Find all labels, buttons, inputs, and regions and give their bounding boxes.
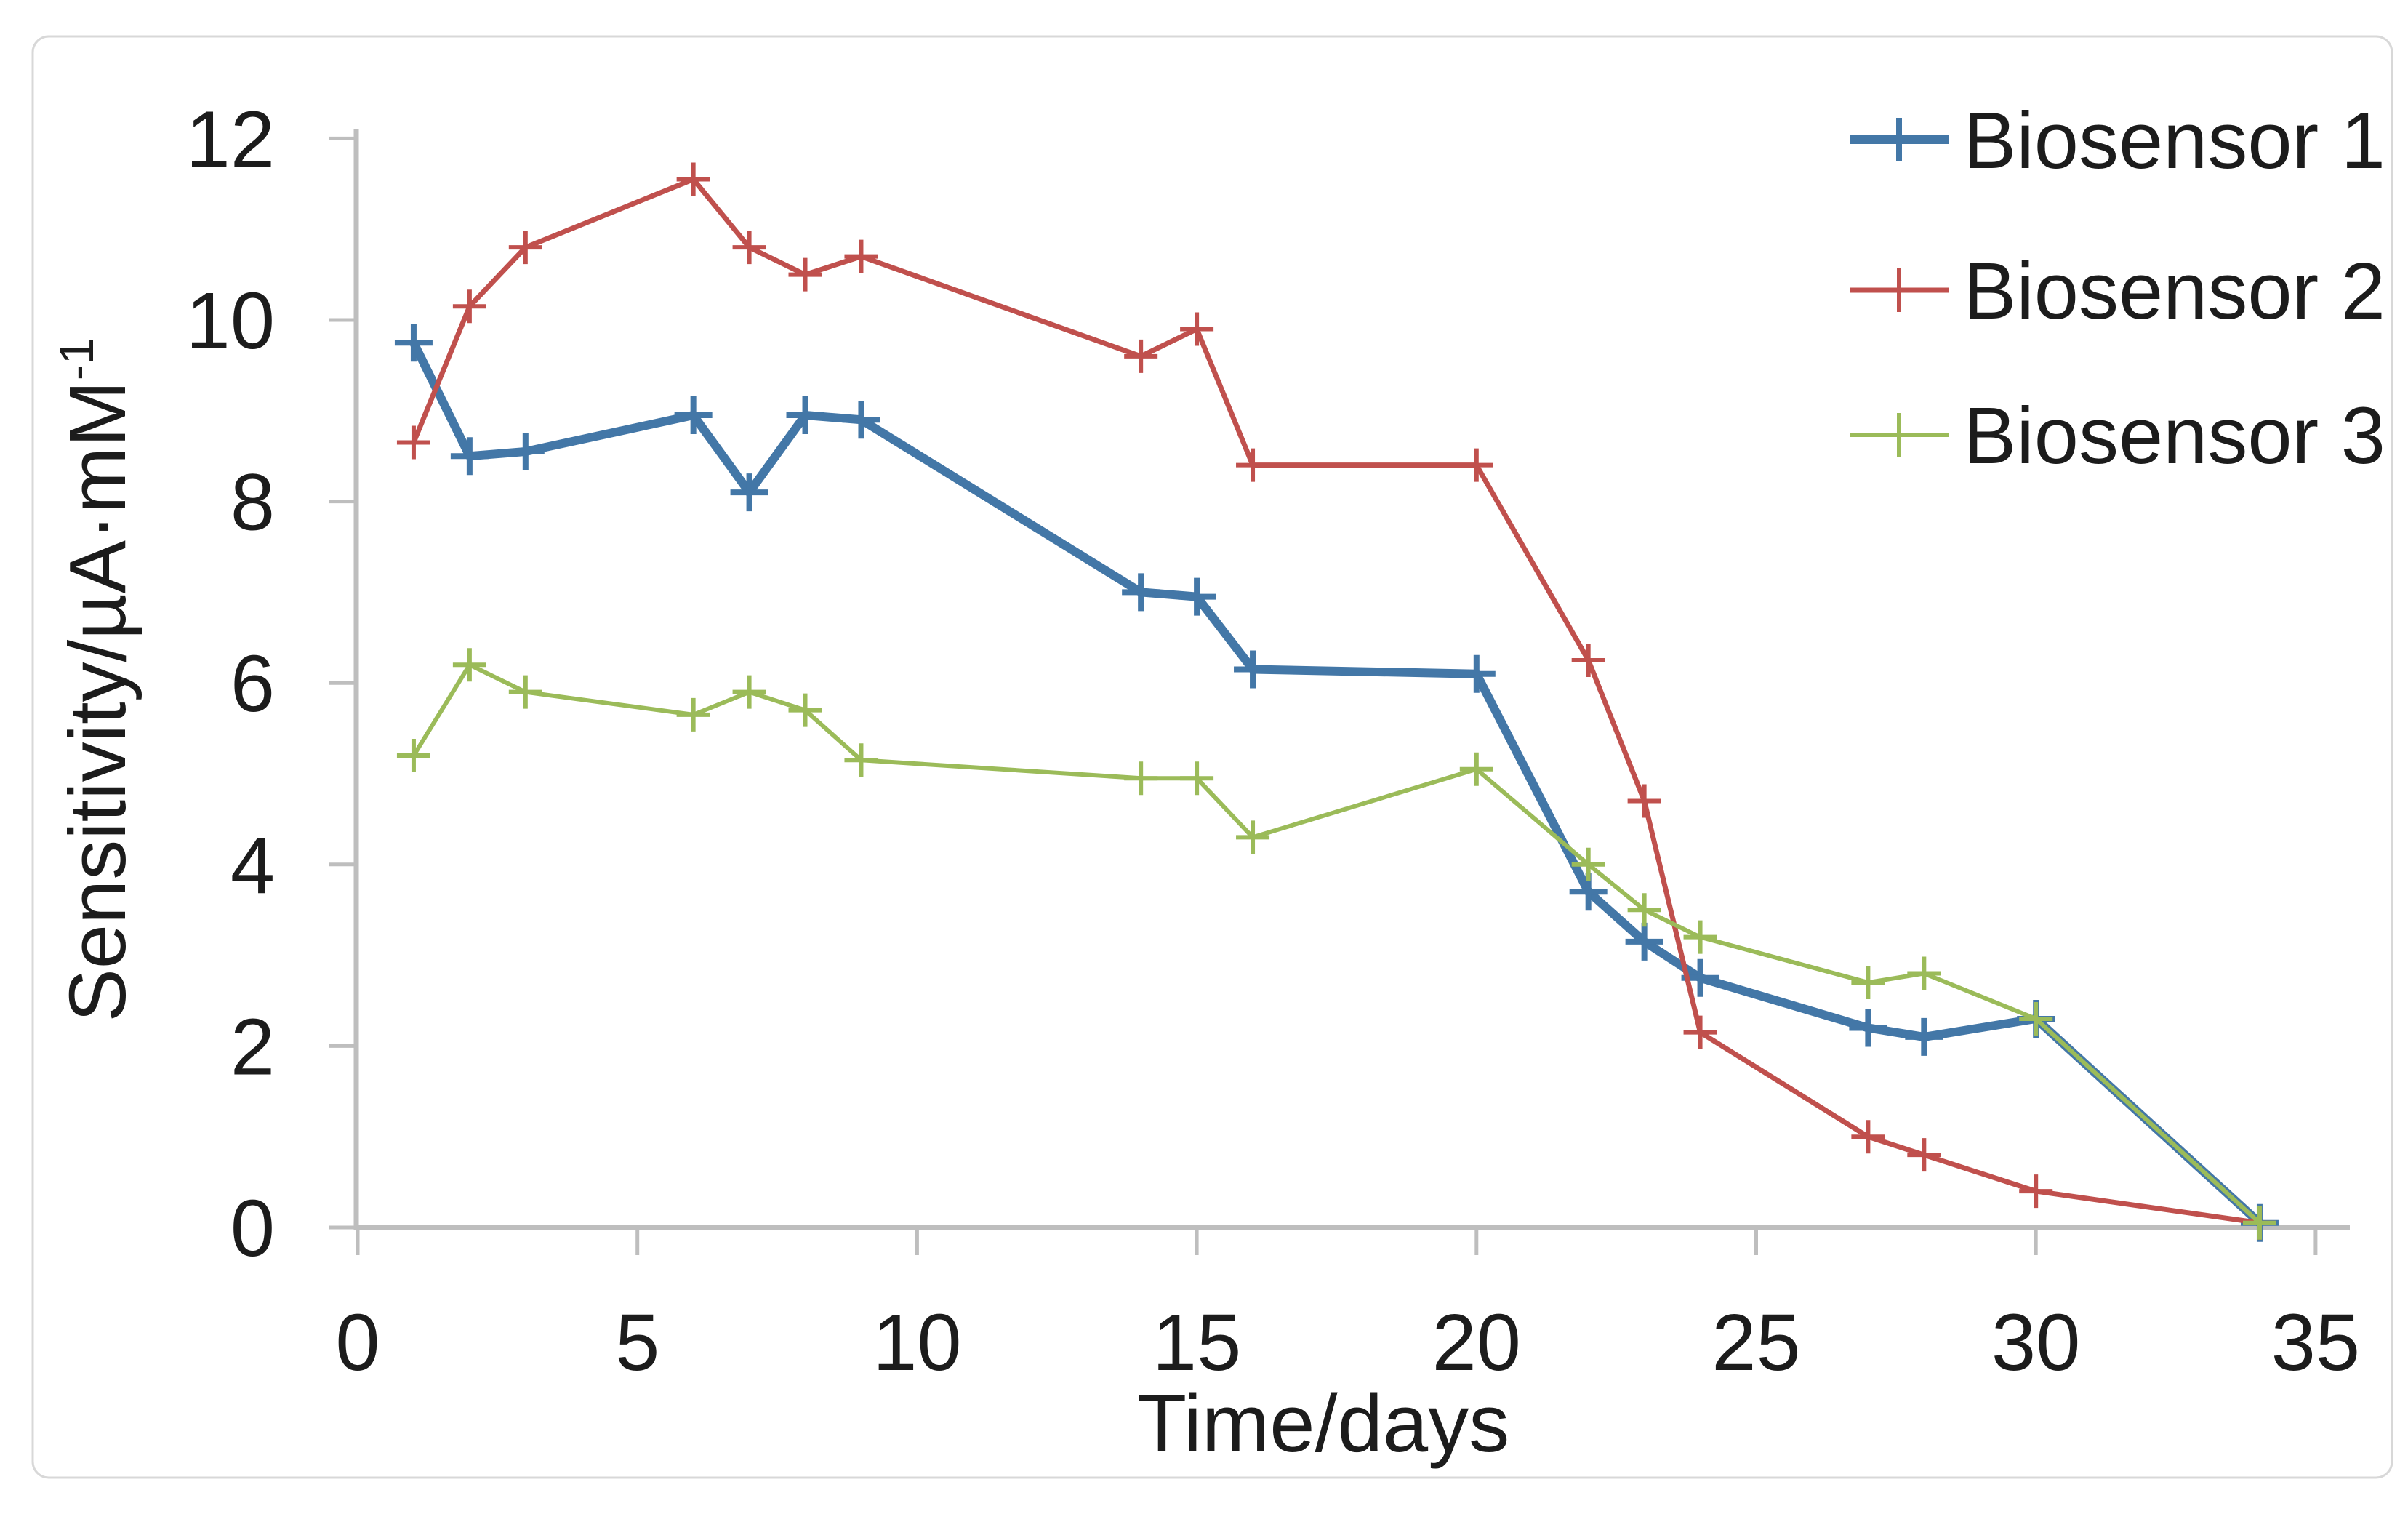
x-tick-label: 10: [872, 1298, 961, 1387]
plus-markers-biosensor-2: [396, 162, 2276, 1240]
x-axis-ticks: 0 5 10 15 20 25 30 35: [335, 1227, 2360, 1387]
legend: Biosensor 1 Biosensor 2 Biosensor 3: [1850, 96, 2385, 481]
series-biosensor-3: [396, 648, 2276, 1240]
y-tick-label: 10: [186, 276, 275, 366]
x-tick-label: 35: [2271, 1298, 2360, 1387]
y-axis-title-superscript: -1: [49, 337, 103, 380]
x-tick-label: 30: [1991, 1298, 2080, 1387]
plus-markers-biosensor-3: [396, 648, 2276, 1240]
y-tick-label: 8: [230, 458, 275, 548]
legend-label-biosensor-3: Biosensor 3: [1963, 391, 2385, 481]
x-axis-title: Time/days: [1137, 1378, 1509, 1469]
y-tick-label: 0: [230, 1184, 275, 1273]
y-axis-title-base: Sensitivity/µA·mM: [53, 380, 143, 1022]
y-axis-ticks: 0 2 4 6 8 10 12: [186, 95, 356, 1273]
x-tick-label: 5: [615, 1298, 659, 1387]
legend-item-biosensor-1: Biosensor 1: [1850, 96, 2385, 185]
y-tick-label: 2: [230, 1002, 275, 1092]
x-tick-label: 20: [1432, 1298, 1521, 1387]
series-line-biosensor-3: [412, 662, 2261, 1225]
y-tick-label: 4: [230, 821, 275, 910]
x-tick-label: 25: [1711, 1298, 1800, 1387]
series-line-biosensor-2: [411, 177, 2260, 1226]
legend-item-biosensor-3: Biosensor 3: [1850, 391, 2385, 481]
y-tick-label: 6: [230, 639, 275, 729]
x-tick-label: 0: [335, 1298, 380, 1387]
series-biosensor-2: [396, 162, 2276, 1240]
chart-border: [31, 35, 2393, 1479]
y-axis-title: Sensitivity/µA·mM-1: [49, 337, 143, 1022]
legend-label-biosensor-1: Biosensor 1: [1963, 96, 2385, 185]
series-biosensor-1: [394, 324, 2279, 1242]
legend-label-biosensor-2: Biosensor 2: [1963, 247, 2385, 336]
y-tick-label: 12: [186, 95, 275, 184]
x-tick-label: 15: [1152, 1298, 1241, 1387]
legend-item-biosensor-2: Biosensor 2: [1850, 247, 2385, 336]
